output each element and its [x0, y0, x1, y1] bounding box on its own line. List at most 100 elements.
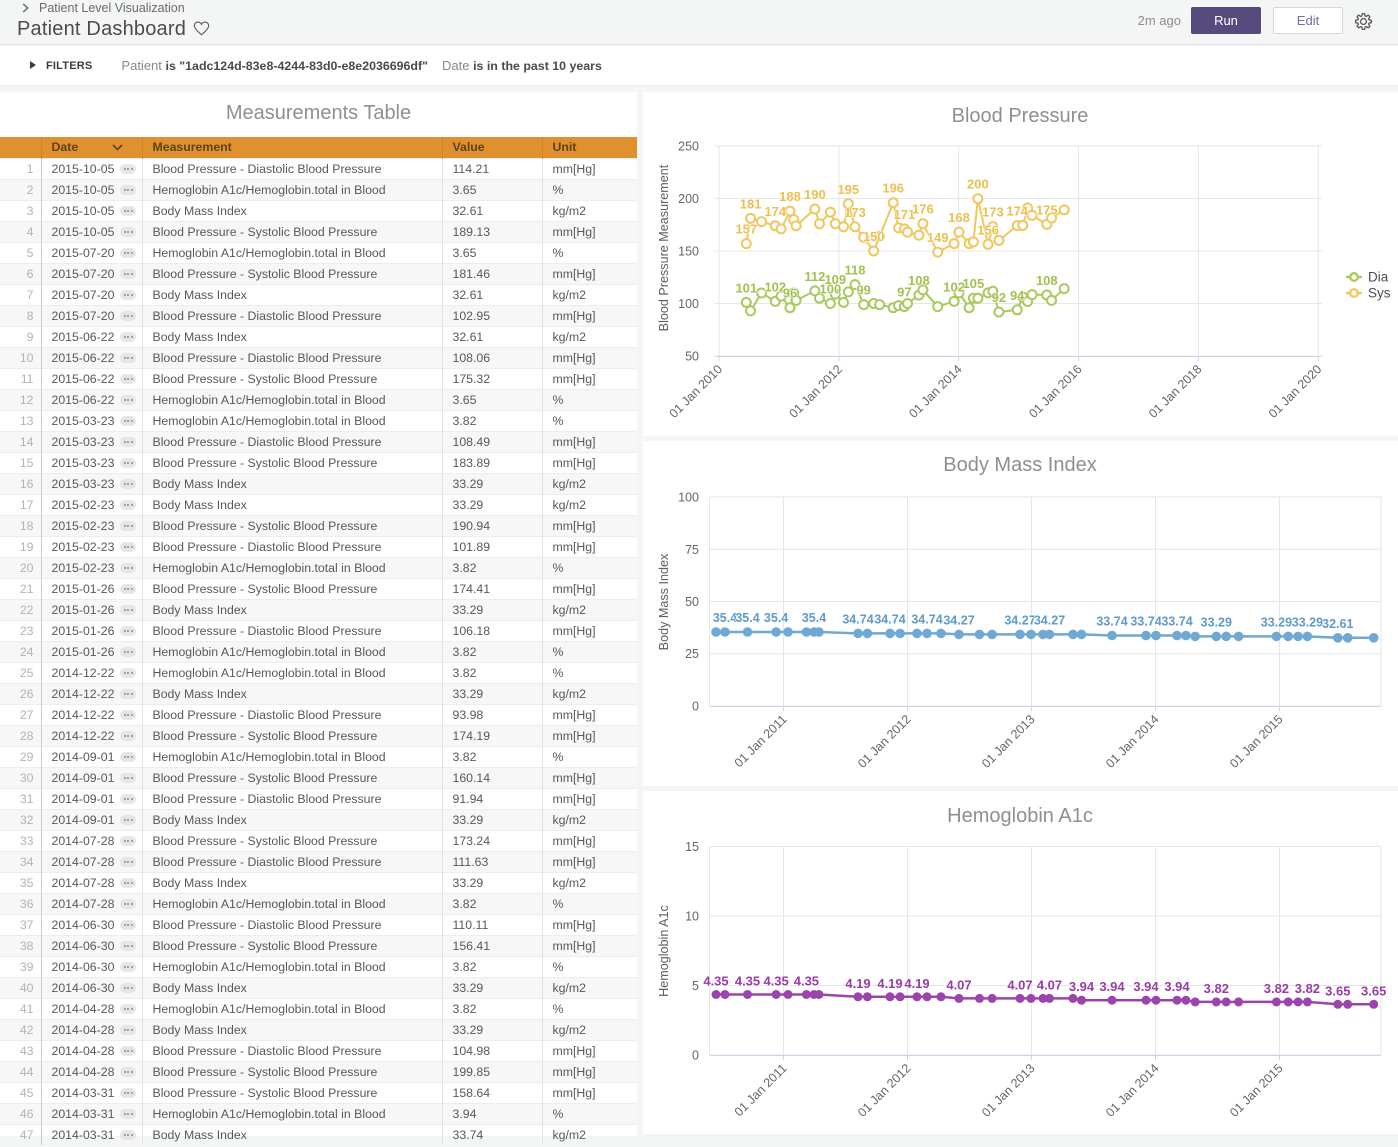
svg-text:Dia: Dia — [1368, 270, 1389, 285]
svg-text:34.27: 34.27 — [943, 613, 974, 627]
svg-text:33.29: 33.29 — [1261, 615, 1292, 629]
svg-text:3.82: 3.82 — [1204, 981, 1229, 996]
svg-text:4.07: 4.07 — [1007, 977, 1032, 992]
svg-text:3.94: 3.94 — [1164, 979, 1190, 994]
svg-text:99: 99 — [856, 283, 870, 298]
svg-text:4.07: 4.07 — [1037, 977, 1062, 992]
svg-text:10: 10 — [685, 910, 699, 924]
svg-text:32.61: 32.61 — [1322, 617, 1353, 631]
svg-text:50: 50 — [685, 350, 699, 364]
svg-text:3.94: 3.94 — [1133, 979, 1159, 994]
svg-text:175: 175 — [1036, 202, 1058, 217]
svg-text:100: 100 — [678, 297, 699, 311]
svg-text:157: 157 — [735, 222, 757, 237]
svg-text:01 Jan 2018: 01 Jan 2018 — [1146, 362, 1205, 421]
svg-text:190: 190 — [804, 187, 826, 202]
svg-text:34.74: 34.74 — [911, 612, 942, 626]
svg-text:3.94: 3.94 — [1069, 979, 1095, 994]
svg-text:4.35: 4.35 — [735, 974, 760, 989]
svg-text:34.27: 34.27 — [1004, 613, 1035, 627]
svg-text:196: 196 — [882, 181, 904, 196]
svg-text:01 Jan 2014: 01 Jan 2014 — [906, 362, 965, 421]
svg-text:01 Jan 2011: 01 Jan 2011 — [732, 712, 790, 770]
svg-text:35.4: 35.4 — [802, 611, 826, 625]
svg-text:Body Mass Index: Body Mass Index — [657, 553, 671, 650]
svg-text:75: 75 — [685, 543, 699, 557]
svg-text:173: 173 — [982, 205, 1004, 220]
svg-text:33.29: 33.29 — [1292, 615, 1323, 629]
svg-text:250: 250 — [678, 140, 699, 154]
svg-text:01 Jan 2014: 01 Jan 2014 — [1103, 1061, 1162, 1120]
svg-text:33.74: 33.74 — [1130, 615, 1161, 629]
svg-text:50: 50 — [685, 595, 699, 609]
svg-text:168: 168 — [948, 210, 970, 225]
svg-text:200: 200 — [678, 192, 699, 206]
svg-text:01 Jan 2012: 01 Jan 2012 — [855, 712, 914, 771]
svg-text:108: 108 — [1036, 273, 1058, 288]
svg-text:01 Jan 2020: 01 Jan 2020 — [1266, 362, 1325, 421]
svg-text:96: 96 — [783, 286, 797, 301]
svg-text:118: 118 — [845, 263, 866, 278]
svg-text:4.19: 4.19 — [904, 976, 929, 991]
svg-text:150: 150 — [863, 229, 885, 244]
svg-text:Body Mass Index: Body Mass Index — [943, 454, 1096, 476]
svg-text:101: 101 — [735, 280, 757, 295]
svg-text:34.27: 34.27 — [1034, 613, 1065, 627]
svg-text:01 Jan 2012: 01 Jan 2012 — [786, 362, 845, 421]
svg-text:181: 181 — [740, 196, 762, 211]
svg-text:4.19: 4.19 — [845, 976, 870, 991]
svg-text:0: 0 — [692, 700, 699, 714]
svg-text:149: 149 — [927, 230, 949, 245]
svg-text:34.74: 34.74 — [842, 612, 873, 626]
svg-text:92: 92 — [992, 290, 1006, 305]
svg-text:174: 174 — [1006, 204, 1028, 219]
svg-text:01 Jan 2016: 01 Jan 2016 — [1026, 362, 1085, 421]
svg-text:Hemoglobin A1c: Hemoglobin A1c — [947, 805, 1093, 827]
svg-text:35.4: 35.4 — [713, 611, 737, 625]
svg-text:Blood Pressure: Blood Pressure — [952, 105, 1089, 127]
svg-text:33.74: 33.74 — [1161, 615, 1192, 629]
svg-text:150: 150 — [678, 245, 699, 259]
svg-text:3.82: 3.82 — [1264, 981, 1289, 996]
svg-text:176: 176 — [912, 202, 934, 217]
svg-text:0: 0 — [692, 1049, 699, 1063]
svg-text:35.4: 35.4 — [764, 611, 788, 625]
svg-text:112: 112 — [804, 269, 825, 284]
svg-text:195: 195 — [837, 182, 859, 197]
svg-text:15: 15 — [685, 840, 699, 854]
svg-text:109: 109 — [824, 272, 846, 287]
svg-text:35.4: 35.4 — [735, 611, 759, 625]
svg-text:Hemoglobin A1c: Hemoglobin A1c — [657, 905, 671, 997]
svg-text:188: 188 — [779, 189, 801, 204]
svg-text:4.35: 4.35 — [794, 974, 819, 989]
svg-text:01 Jan 2015: 01 Jan 2015 — [1227, 712, 1286, 771]
svg-text:4.19: 4.19 — [877, 976, 902, 991]
svg-text:01 Jan 2012: 01 Jan 2012 — [855, 1061, 914, 1120]
svg-text:Blood Pressure Measurement: Blood Pressure Measurement — [657, 164, 671, 331]
svg-text:174: 174 — [764, 204, 786, 219]
svg-text:4.07: 4.07 — [946, 977, 971, 992]
svg-text:3.65: 3.65 — [1361, 983, 1386, 998]
svg-text:4.35: 4.35 — [703, 974, 728, 989]
svg-text:01 Jan 2011: 01 Jan 2011 — [732, 1061, 790, 1119]
svg-text:33.29: 33.29 — [1201, 615, 1232, 629]
svg-text:01 Jan 2015: 01 Jan 2015 — [1227, 1061, 1286, 1120]
svg-text:01 Jan 2014: 01 Jan 2014 — [1103, 712, 1162, 771]
svg-text:3.82: 3.82 — [1295, 981, 1320, 996]
svg-text:25: 25 — [685, 647, 699, 661]
svg-text:102: 102 — [764, 279, 786, 294]
svg-text:100: 100 — [678, 491, 699, 505]
svg-text:01 Jan 2010: 01 Jan 2010 — [667, 362, 726, 421]
svg-text:01 Jan 2013: 01 Jan 2013 — [979, 1061, 1038, 1120]
svg-text:97: 97 — [897, 285, 911, 300]
svg-text:105: 105 — [963, 276, 985, 291]
svg-text:3.94: 3.94 — [1099, 979, 1125, 994]
svg-text:34.74: 34.74 — [874, 612, 905, 626]
svg-text:01 Jan 2013: 01 Jan 2013 — [979, 712, 1038, 771]
svg-text:156: 156 — [977, 222, 999, 237]
svg-text:4.35: 4.35 — [763, 974, 788, 989]
svg-text:Sys: Sys — [1368, 286, 1391, 301]
svg-text:102: 102 — [943, 279, 965, 294]
svg-text:108: 108 — [908, 273, 930, 288]
svg-text:3.65: 3.65 — [1325, 983, 1350, 998]
